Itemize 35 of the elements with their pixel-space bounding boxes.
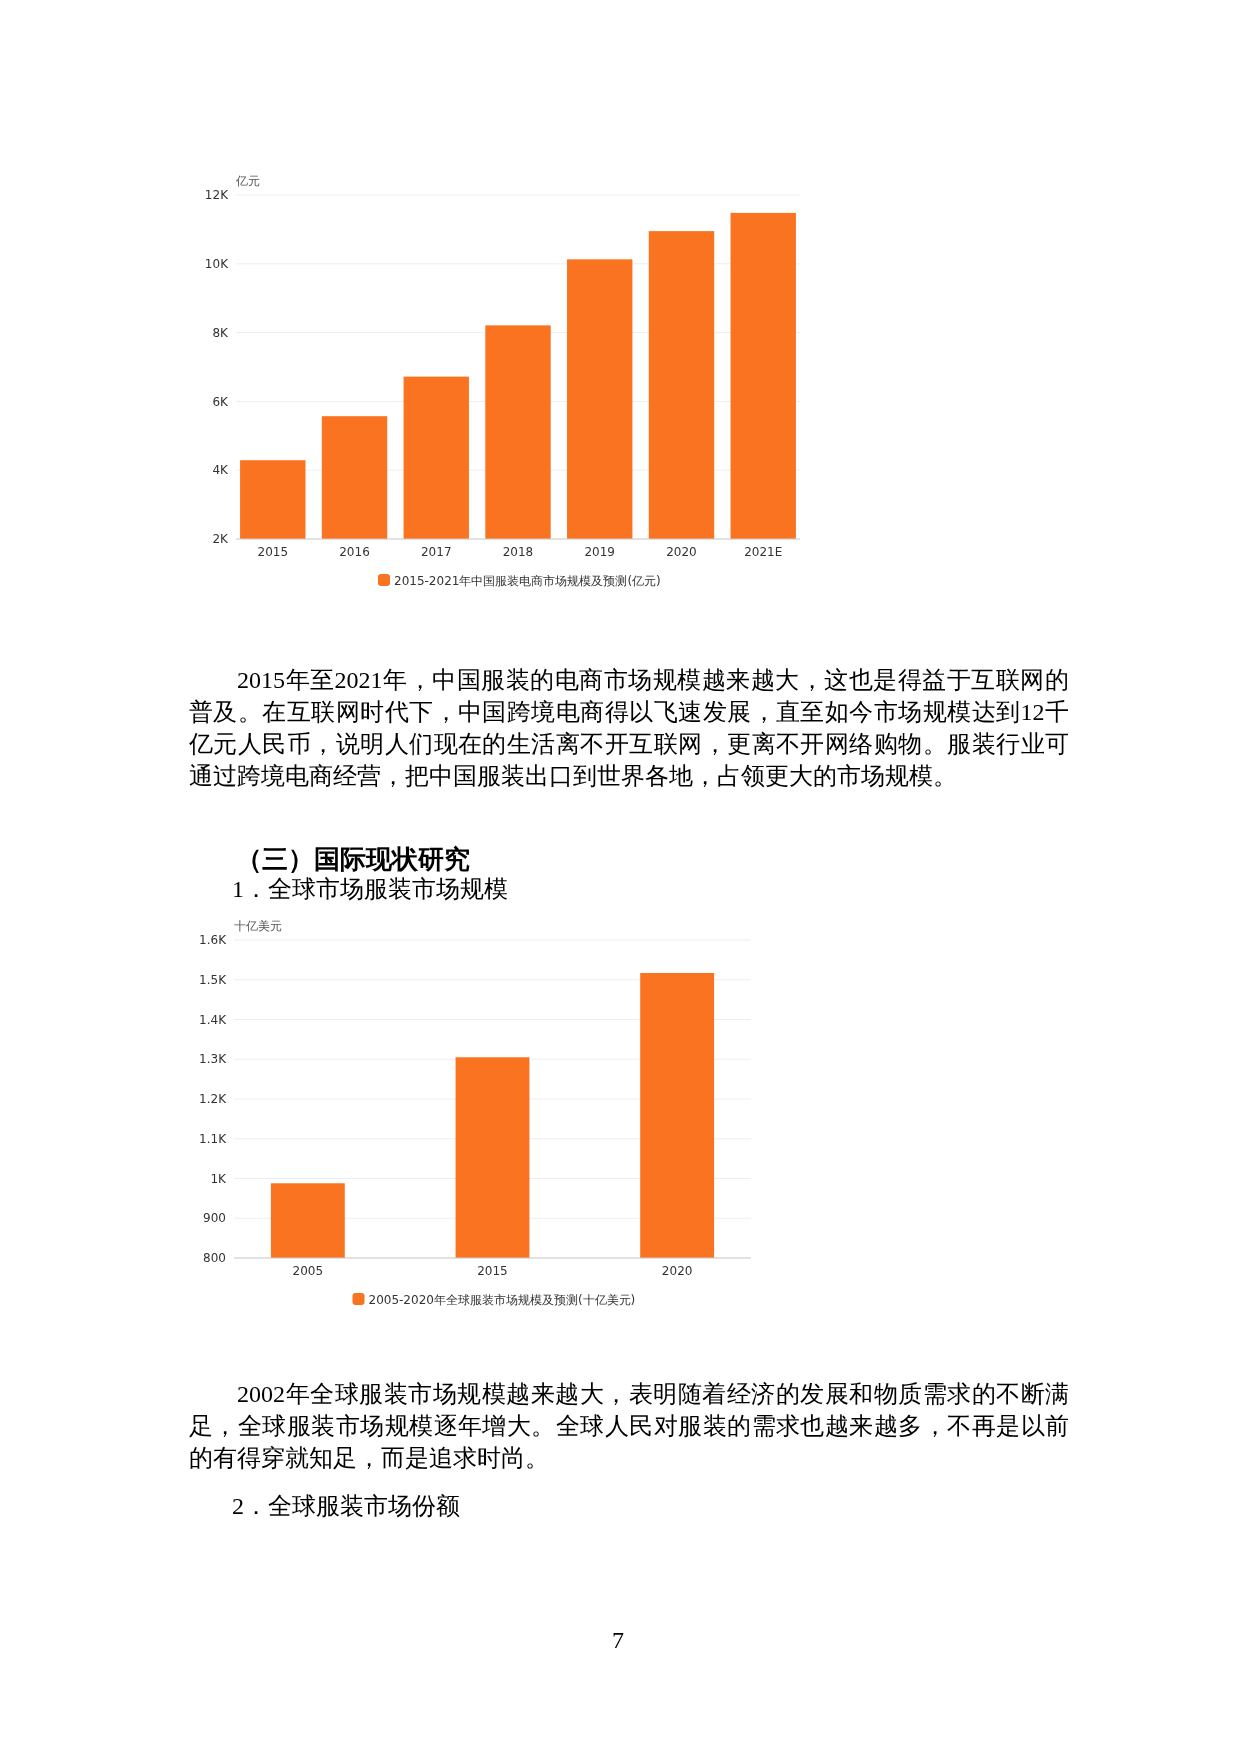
x-tick-label: 2020 <box>661 1264 693 1278</box>
x-tick-label: 2021E <box>744 545 783 559</box>
legend-label: 2015-2021年中国服装电商市场规模及预测(亿元) <box>394 574 661 589</box>
y-tick-label: 1.3K <box>199 1052 228 1067</box>
chart-title: （三）国际现状研究 <box>236 844 470 876</box>
text: 2015年至2021年，中国服装的电商市场规模越来越大，这也是得益于互联网的普及。在互联网时代下，中国跨境电商得以飞速发展，直至如今市场规模达到12千亿元人民币，说明人们现在的生活离不开互联网，更离不开网络购物。服装行业可通过跨境电商经营，把中国服装出口到世界各地，占领更大的市场规模。 <box>189 666 1069 791</box>
y-tick-label: 800 <box>203 1251 226 1266</box>
x-tick-label: 2017 <box>420 545 452 559</box>
y-tick-label: 1.2K <box>199 1092 228 1107</box>
y-tick-label: 1.4K <box>199 1012 228 1027</box>
y-tick-label: 900 <box>203 1211 226 1226</box>
x-tick-label: 2015 <box>477 1264 508 1278</box>
text: 7 <box>612 1626 624 1655</box>
x-tick-label: 2005 <box>292 1264 324 1278</box>
x-tick-label: 2015 <box>257 545 289 559</box>
y-axis-title: 十亿美元 <box>234 919 282 933</box>
y-tick-label: 10K <box>204 257 230 271</box>
y-tick-label: 6K <box>212 394 230 409</box>
y-tick-label: 1.5K <box>199 972 228 987</box>
legend-label: 2005-2020年全球服装市场规模及预测(十亿美元) <box>368 1293 636 1308</box>
y-tick-label: 1.1K <box>199 1131 228 1146</box>
y-tick-label: 1.6K <box>199 933 228 948</box>
y-tick-label: 1K <box>210 1171 228 1186</box>
x-tick-label: 2020 <box>666 545 697 559</box>
y-tick-label: 2K <box>212 532 230 547</box>
x-tick-label: 2019 <box>584 545 616 559</box>
text: 2．全球服装市场份额 <box>232 1492 460 1521</box>
chart-subtitle: 1．全球市场服装市场规模 <box>232 875 508 904</box>
y-tick-label: 8K <box>212 325 230 340</box>
y-tick-label: 4K <box>212 463 230 478</box>
text: 2002年全球服装市场规模越来越大，表明随着经济的发展和物质需求的不断满足，全球服装市场规模逐年增大。全球人民对服装的需求也越来越多，不再是以前的有得穿就知足，而是追求时尚。 <box>189 1380 1069 1473</box>
x-tick-label: 2016 <box>339 545 370 559</box>
x-tick-label: 2018 <box>502 545 534 559</box>
y-axis-title: 亿元 <box>235 174 260 188</box>
y-tick-label: 12K <box>204 188 230 203</box>
